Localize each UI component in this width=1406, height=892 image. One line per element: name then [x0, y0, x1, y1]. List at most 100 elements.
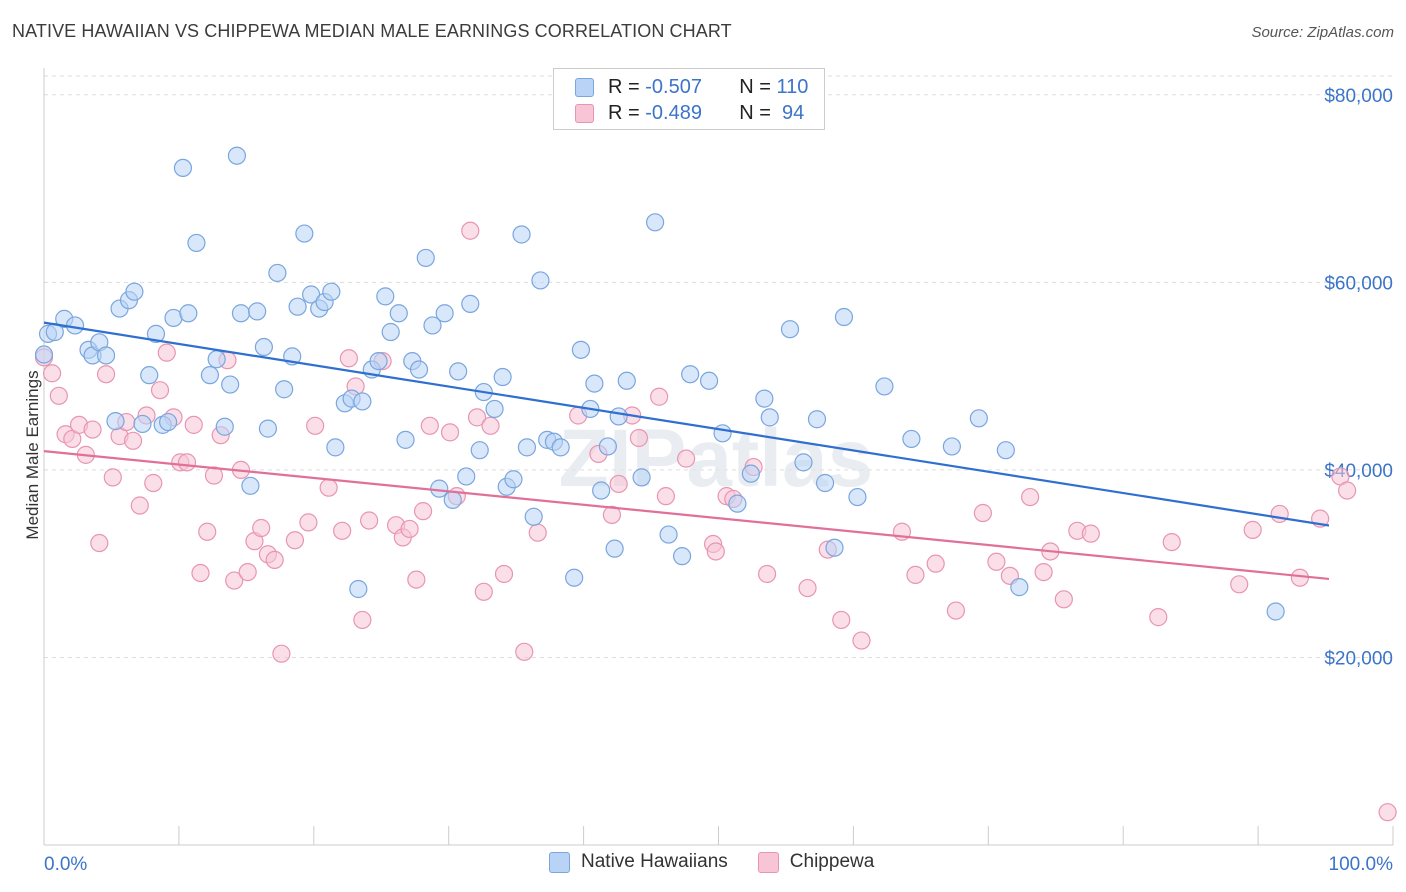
chippewa-point [650, 387, 669, 406]
legend-row-chippewa: R = -0.489 N = 94 [575, 100, 804, 126]
chippewa-point [225, 571, 244, 590]
native-hawaiian-point [96, 346, 116, 365]
native-hawaiian-point [1010, 578, 1029, 597]
native-hawaiian-point [461, 294, 480, 313]
chippewa-point [440, 423, 460, 442]
native-hawaiian-point [288, 297, 307, 316]
chippewa-point [150, 381, 170, 400]
chippewa-point [123, 431, 143, 450]
chippewa-point [973, 503, 993, 523]
chippewa-point [528, 523, 547, 542]
native-hawaiian-point [551, 438, 570, 457]
x-tick-label: 100.0% [1329, 854, 1394, 875]
native-hawaiian-point [504, 470, 523, 489]
chippewa-point [90, 533, 109, 553]
chippewa-point [515, 642, 534, 661]
native-hawaiian-point [187, 233, 206, 253]
chippewa-point [339, 349, 358, 368]
chippewa-point [832, 610, 851, 630]
native-hawaiian-point [942, 437, 961, 456]
chippewa-point [49, 386, 68, 405]
chippewa-point [144, 473, 163, 493]
chippewa-point [191, 563, 210, 583]
n-value: 110 [776, 75, 809, 98]
native-hawaiian-point [416, 248, 435, 268]
chippewa-point [420, 416, 439, 435]
native-hawaiian-point [699, 371, 719, 390]
native-hawaiian-point [728, 494, 747, 513]
native-hawaiian-point [969, 409, 988, 428]
native-hawaiian-point [672, 547, 692, 566]
chippewa-point [83, 420, 102, 439]
chippewa-point [299, 513, 318, 532]
chippewa-point [1162, 532, 1181, 552]
n-label: N = [739, 75, 771, 98]
chippewa-point [474, 582, 493, 601]
chippewa-point [238, 562, 257, 582]
native-hawaiian-point [254, 337, 273, 357]
native-hawaiian-point [531, 271, 550, 290]
native-hawaiian-point [248, 302, 267, 321]
native-hawaiian-point [268, 263, 287, 283]
chippewa-point [130, 496, 149, 515]
chippewa-point [265, 550, 284, 570]
chippewa-point [609, 474, 628, 494]
chippewa-point [987, 552, 1006, 571]
chippewa-point [946, 601, 966, 620]
chippewa-point [706, 542, 725, 561]
native-hawaiian-point [902, 429, 921, 449]
chippewa-point [1270, 504, 1289, 524]
chippewa-point [1021, 487, 1040, 507]
r-label: R = [608, 101, 640, 124]
chippewa-point [413, 502, 433, 521]
chippewa-point [1378, 803, 1397, 822]
native-hawaiian-point [585, 374, 604, 393]
native-hawaiian-point [381, 322, 400, 342]
r-value: -0.507 [645, 75, 702, 98]
native-hawaiian-point [140, 366, 159, 385]
native-hawaiian-point [159, 412, 178, 432]
trend-lines [43, 321, 1330, 581]
chippewa-point [252, 518, 271, 538]
native-hawaiian-point [485, 399, 504, 419]
source-label: Source: ZipAtlas.com [1251, 24, 1394, 41]
native-hawaiian-point [227, 146, 247, 165]
native-hawaiian-point [565, 568, 584, 587]
native-hawaiian-point [275, 380, 294, 399]
native-hawaiian-point [713, 424, 732, 443]
native-hawaiian-point [848, 487, 867, 507]
axes [43, 68, 1394, 846]
native-hawaiian-point [524, 507, 543, 526]
chippewa-point [677, 449, 696, 468]
native-hawaiian-point [353, 392, 372, 411]
native-hawaiian-point [215, 417, 234, 436]
native-hawaiian-point [389, 304, 408, 323]
native-hawaiian-point [659, 525, 678, 544]
native-hawaiian-point [34, 345, 54, 364]
native-hawaiian-point [443, 490, 462, 509]
chippewa-point [757, 564, 777, 584]
chippewa-point [906, 565, 925, 585]
native-hawaiian-point [322, 282, 341, 301]
native-hawaiian-point [423, 316, 442, 335]
chippewa-point [42, 364, 62, 383]
native-hawaiian-point [179, 304, 198, 323]
native-hawaiian-point [369, 351, 388, 371]
r-label: R = [608, 75, 640, 98]
chart-title: NATIVE HAWAIIAN VS CHIPPEWA MEDIAN MALE … [12, 21, 732, 41]
chippewa-point [1243, 520, 1262, 539]
native-hawaiian-point [200, 366, 220, 385]
native-hawaiian-point [221, 375, 240, 394]
native-hawaiian-point [396, 430, 415, 449]
native-hawaiian-point [349, 579, 368, 599]
chippewa-point [333, 521, 352, 540]
legend-row-native-hawaiians: R = -0.507 N = 110 [575, 74, 808, 100]
chippewa-point [926, 554, 945, 573]
chippewa-point [1054, 590, 1073, 609]
blue-swatch [549, 851, 570, 873]
native-hawaiian-point [435, 304, 454, 323]
correlation-legend: R = -0.507 N = 110 R = -0.489 N = 94 [553, 68, 825, 130]
legend-label: Chippewa [789, 851, 875, 872]
native-hawaiian-point [681, 365, 700, 384]
